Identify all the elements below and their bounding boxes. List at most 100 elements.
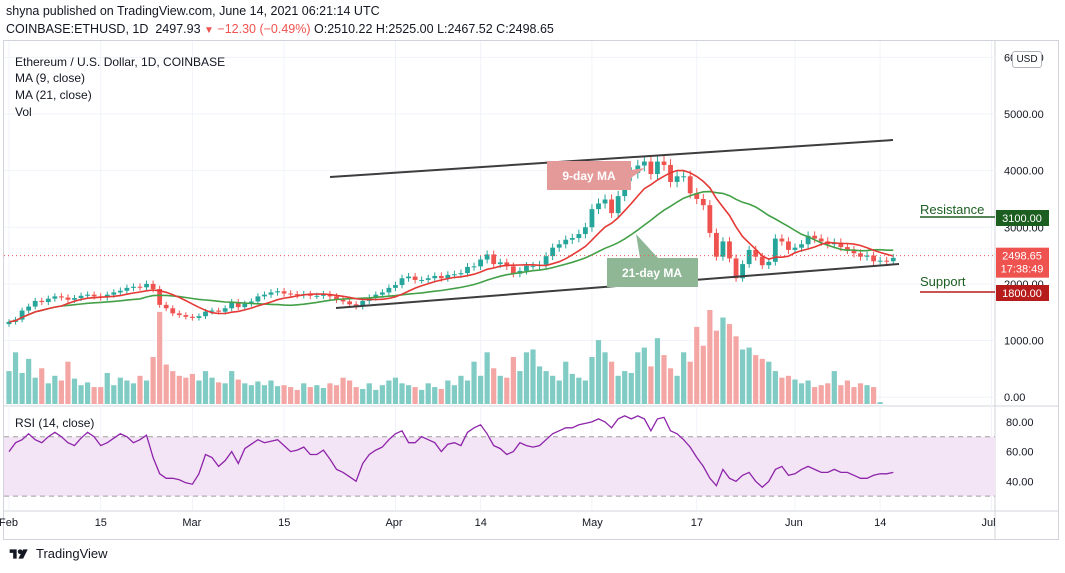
last-price: 2497.93 (155, 22, 201, 36)
volume-bar (392, 377, 399, 404)
candle-body (170, 308, 176, 314)
price-tick-label: 4000.00 (1004, 166, 1044, 178)
volume-bar (798, 383, 805, 404)
candle-body (818, 238, 824, 242)
time-tick-label: 15 (278, 517, 290, 529)
candle-body (222, 308, 228, 312)
candle-body (373, 294, 379, 298)
candle-body (45, 298, 51, 303)
volume-bar (838, 385, 844, 404)
candle-body (72, 298, 77, 300)
volume-bar (753, 355, 759, 404)
volume-bar (504, 377, 510, 404)
candle-body (700, 198, 706, 206)
support-label: Support (920, 274, 966, 289)
candle-body (150, 283, 156, 290)
candle-body (707, 205, 713, 233)
support-tag (996, 285, 1049, 301)
time-tick-label: May (582, 517, 603, 529)
volume-bar (831, 371, 837, 404)
candle-body (26, 306, 32, 311)
volume-bar (478, 375, 484, 404)
candle-body (674, 176, 680, 182)
volume-bar (274, 386, 281, 404)
volume-bar (694, 326, 700, 404)
volume-bar (183, 377, 189, 404)
volume-bar (458, 375, 464, 404)
candle-body (786, 241, 791, 250)
volume-bar (294, 389, 300, 404)
candle-body (340, 299, 346, 302)
candle-body (805, 235, 811, 245)
candle-body (91, 294, 97, 297)
candle-body (576, 234, 582, 239)
volume-bar (595, 340, 602, 404)
candle-body (163, 304, 169, 309)
volume-bar (170, 371, 176, 404)
volume-bar (91, 387, 97, 404)
volume-bar (746, 347, 752, 404)
volume-bar (635, 352, 641, 404)
candle-body (491, 254, 497, 265)
volume-bar (609, 361, 615, 404)
volume-bar (484, 352, 490, 404)
candle-body (190, 316, 195, 318)
open-label: O: (314, 22, 328, 36)
candle-body (615, 196, 621, 214)
low-label: L: (437, 22, 448, 36)
candle-body (772, 238, 778, 262)
tradingview-logo-icon (9, 548, 28, 559)
volume-bar (137, 375, 143, 404)
candle-body (589, 209, 595, 228)
candle-body (681, 176, 687, 178)
volume-bar (222, 383, 228, 404)
candle-body (268, 292, 274, 295)
volume-bar (386, 380, 392, 404)
volume-bar (248, 385, 254, 404)
volume-bar (124, 380, 130, 404)
volume-bar (871, 387, 877, 404)
candle-body (884, 260, 890, 262)
candle-body (39, 300, 45, 303)
volume-bar (373, 389, 379, 404)
candle-body (890, 257, 896, 262)
candle-body (406, 276, 411, 279)
volume-bar (674, 375, 680, 404)
volume-bar (425, 383, 431, 404)
volume-bar (766, 361, 772, 404)
candle-body (596, 203, 601, 210)
volume-bar (301, 383, 307, 404)
volume-bar (229, 371, 235, 404)
candle-body (281, 291, 287, 294)
legend-ma21: MA (21, close) (15, 88, 92, 102)
low-value: 2467.52 (447, 22, 493, 36)
volume-bar (314, 385, 320, 404)
candle-body (714, 232, 719, 257)
time-tick-label: 17 (691, 517, 703, 529)
rsi-line (8, 415, 894, 489)
volume-bar (327, 383, 333, 404)
volume-bar (288, 387, 294, 404)
channel-upper-line (329, 139, 894, 178)
candle-body (419, 279, 425, 281)
rsi-tick-label: 40.00 (1006, 476, 1034, 488)
rsi-band (4, 436, 995, 497)
volume-bar (255, 381, 261, 404)
candle-body (720, 241, 726, 257)
candle-body (203, 311, 208, 317)
candle-body (556, 244, 562, 248)
candle-body (641, 161, 647, 166)
candle-body (78, 295, 84, 299)
candle-body (471, 266, 477, 268)
volume-bar (805, 380, 811, 404)
candle-body (733, 258, 739, 279)
volume-bar (615, 375, 621, 404)
currency-badge[interactable]: USD (1012, 51, 1042, 68)
publish-info: shyna published on TradingView.com, June… (6, 4, 380, 18)
volume-bar (576, 377, 582, 404)
volume-bar (307, 387, 313, 404)
candle-body (766, 261, 772, 266)
candle-body (871, 255, 876, 262)
close-value: 2498.65 (508, 22, 554, 36)
